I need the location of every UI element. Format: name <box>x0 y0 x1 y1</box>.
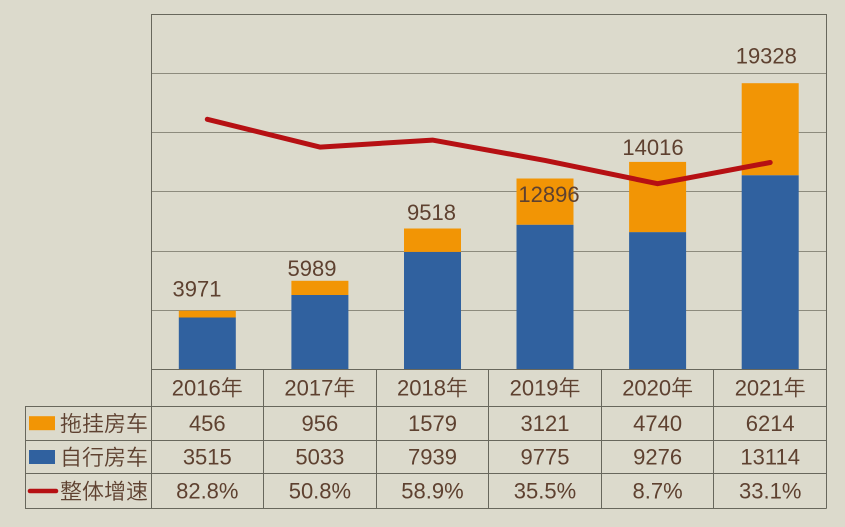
svg-text:4740: 4740 <box>633 411 682 436</box>
svg-text:3971: 3971 <box>173 276 222 301</box>
svg-text:7939: 7939 <box>408 445 457 470</box>
svg-text:9518: 9518 <box>407 200 456 225</box>
svg-text:9276: 9276 <box>633 445 682 470</box>
svg-text:2016: 2016 <box>172 376 221 401</box>
svg-text:12896: 12896 <box>518 182 579 207</box>
svg-text:456: 456 <box>189 411 226 436</box>
svg-text:956: 956 <box>302 411 339 436</box>
svg-text:2020: 2020 <box>622 376 671 401</box>
svg-text:58.9%: 58.9% <box>401 479 463 504</box>
svg-text:19328: 19328 <box>736 44 797 69</box>
svg-text:35.5%: 35.5% <box>514 479 576 504</box>
svg-text:33.1%: 33.1% <box>739 479 801 504</box>
svg-text:6214: 6214 <box>746 411 795 436</box>
svg-text:2018: 2018 <box>397 376 446 401</box>
svg-text:14016: 14016 <box>622 135 683 160</box>
svg-text:50.8%: 50.8% <box>289 479 351 504</box>
svg-text:2017: 2017 <box>284 376 333 401</box>
svg-text:5033: 5033 <box>295 445 344 470</box>
svg-text:1579: 1579 <box>408 411 457 436</box>
svg-text:2021: 2021 <box>735 376 784 401</box>
svg-text:13114: 13114 <box>740 445 800 470</box>
svg-text:9775: 9775 <box>521 445 570 470</box>
svg-text:3515: 3515 <box>183 445 232 470</box>
svg-text:5989: 5989 <box>288 256 337 281</box>
svg-text:3121: 3121 <box>521 411 570 436</box>
svg-text:2019: 2019 <box>510 376 559 401</box>
svg-text:8.7%: 8.7% <box>633 479 683 504</box>
svg-text:82.8%: 82.8% <box>176 479 238 504</box>
